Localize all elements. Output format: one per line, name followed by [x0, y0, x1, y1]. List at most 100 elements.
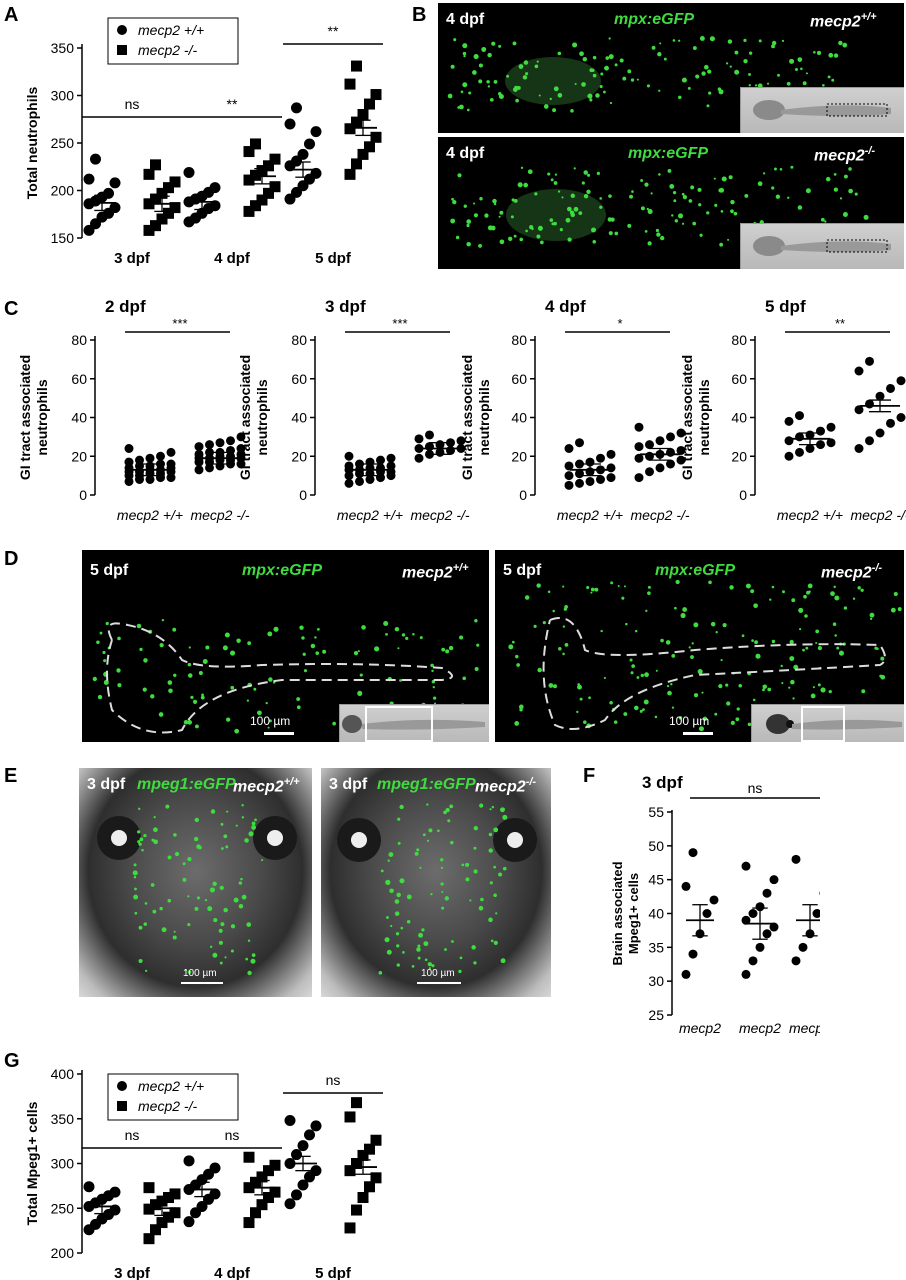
fluorescent-cell	[173, 673, 177, 678]
x-tick-label: mecp2 -/-	[190, 507, 249, 523]
fluorescent-cell	[552, 108, 557, 113]
fluorescent-cell	[133, 894, 139, 900]
data-point	[826, 438, 836, 448]
data-point	[304, 1129, 315, 1141]
fluorescent-cell	[462, 43, 468, 49]
data-point	[875, 391, 885, 401]
fluorescent-cell	[794, 68, 798, 72]
y-axis-label: neutrophils	[476, 379, 492, 455]
data-point	[709, 895, 719, 905]
fluorescent-cell	[466, 108, 470, 112]
fluorescent-cell	[490, 939, 494, 943]
fluorescent-cell	[223, 834, 228, 839]
fluorescent-cell	[417, 956, 421, 960]
fluorescent-cell	[781, 682, 784, 685]
fluorescent-cell	[701, 691, 704, 694]
fluorescent-cell	[489, 97, 494, 102]
fluorescent-cell	[789, 58, 795, 64]
fluorescent-cell	[400, 926, 404, 930]
fluorescent-cell	[577, 684, 582, 690]
data-point	[124, 444, 134, 453]
data-point	[263, 1192, 274, 1204]
data-point	[564, 480, 574, 490]
fluorescent-cell	[234, 728, 240, 734]
data-point	[135, 455, 144, 465]
fluorescent-cell	[167, 680, 173, 685]
fluorescent-cell	[735, 717, 740, 722]
fluorescent-cell	[481, 47, 487, 52]
data-point	[256, 1171, 268, 1183]
scale-bar	[683, 732, 713, 735]
fluorescent-cell	[380, 869, 384, 873]
fluorescent-cell	[730, 720, 735, 725]
data-point	[310, 126, 322, 138]
data-point	[676, 455, 686, 465]
fluorescent-cell	[643, 699, 649, 705]
fluorescent-cell	[220, 922, 225, 927]
fluorescent-cell	[609, 700, 613, 705]
fluorescent-cell	[629, 658, 633, 662]
fluorescent-cell	[557, 51, 562, 56]
fluorescent-cell	[397, 841, 401, 845]
significance-label: **	[835, 316, 845, 331]
data-point	[143, 1233, 155, 1245]
fluorescent-cell	[187, 895, 190, 898]
y-tick-label: 40	[291, 410, 307, 426]
fluorescent-cell	[790, 165, 794, 169]
subplot-title: 2 dpf	[105, 297, 146, 316]
data-point	[784, 416, 794, 426]
fluorescent-cell	[704, 64, 709, 70]
fluorescent-cell	[138, 807, 141, 810]
fluorescent-cell	[383, 620, 389, 626]
fluorescent-cell	[848, 188, 853, 194]
fluorescent-cell	[161, 927, 167, 933]
fluorescent-cell	[798, 607, 804, 613]
fluorescent-cell	[607, 217, 613, 222]
fluorescent-cell	[610, 581, 614, 585]
data-point	[865, 399, 874, 409]
fluorescent-cell	[833, 585, 836, 589]
y-axis-label: Total Mpeg1+ cells	[24, 1101, 40, 1225]
fluorescent-cell	[172, 935, 177, 940]
data-point	[344, 1111, 356, 1123]
fluorescent-cell	[666, 685, 670, 688]
fluorescent-cell	[725, 62, 729, 65]
scale-label: 100 µm	[421, 968, 455, 979]
fluorescent-cell	[660, 235, 665, 241]
fluorescent-cell	[248, 831, 254, 837]
fluorescent-cell	[640, 179, 644, 182]
fluorescent-cell	[200, 695, 205, 700]
y-tick-label: 20	[731, 448, 747, 464]
fluorescent-cell	[143, 834, 147, 838]
fluorescent-cell	[678, 213, 684, 219]
fluorescent-cell	[713, 177, 716, 180]
fluorescent-cell	[608, 54, 614, 60]
fluorescent-cell	[880, 656, 885, 661]
fluorescent-cell	[301, 636, 305, 640]
fluorescent-cell	[448, 645, 454, 651]
fluorescent-cell	[720, 659, 723, 662]
fluorescent-cell	[357, 690, 363, 696]
fluorescent-cell	[474, 667, 479, 672]
scale-label: 100 µm	[250, 714, 291, 728]
fluorescent-cell	[745, 583, 751, 589]
fluorescent-cell	[693, 622, 699, 628]
brightfield-inset	[740, 87, 904, 133]
fluorescent-cell	[752, 698, 756, 702]
fluorescent-cell	[603, 90, 606, 94]
y-tick-label: 80	[71, 332, 87, 348]
fluorescent-cell	[257, 710, 262, 716]
fluorescent-cell	[565, 217, 571, 223]
data-point	[169, 1188, 181, 1200]
fluorescent-cell	[706, 104, 710, 108]
larva-fluorescence	[450, 165, 869, 248]
fluorescent-cell	[828, 52, 834, 58]
data-point	[575, 478, 584, 488]
fluorescent-cell	[842, 42, 848, 48]
fluorescent-cell	[405, 636, 409, 640]
fluorescent-cell	[188, 646, 191, 649]
fluorescent-cell	[727, 238, 730, 241]
y-tick-label: 80	[731, 332, 747, 348]
data-point	[376, 455, 385, 465]
fluorescent-cell	[152, 909, 157, 914]
